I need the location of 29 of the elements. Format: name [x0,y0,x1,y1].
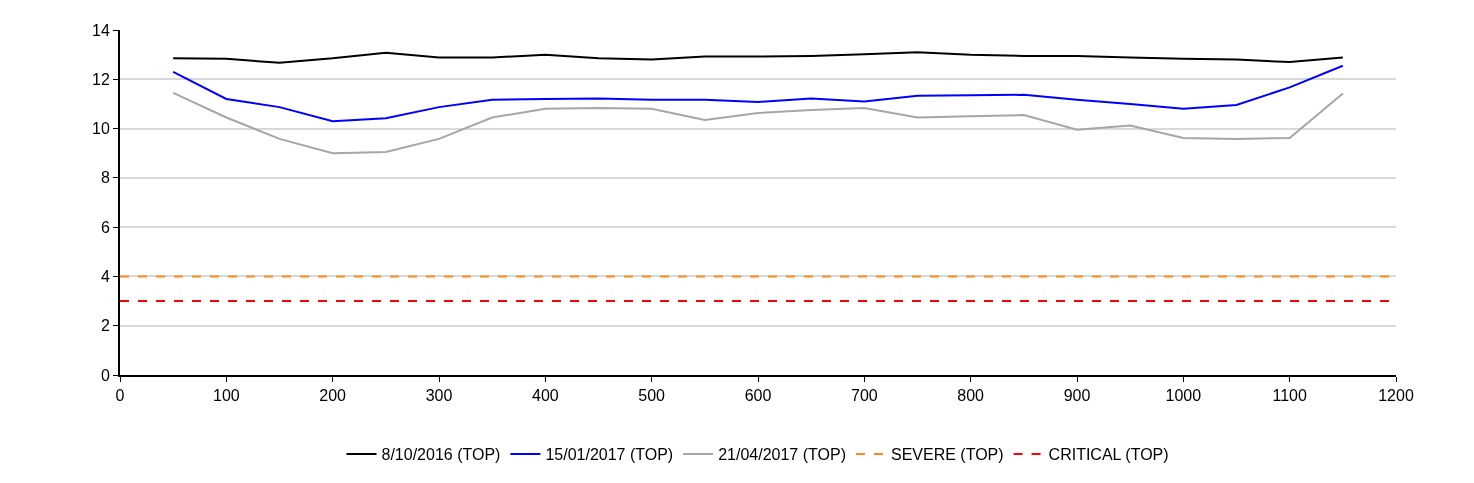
legend-label: 8/10/2016 (TOP) [381,446,501,464]
legend-label: 21/04/2017 (TOP) [718,446,846,464]
x-tick-label: 1100 [1272,387,1307,405]
x-tick-label: 900 [1063,387,1091,405]
y-tick-label: 2 [100,317,110,335]
x-tick-label: 700 [850,387,878,405]
y-tick-label: 12 [92,70,110,88]
x-tick-label: 1200 [1378,387,1414,405]
x-tick-label: 800 [957,387,985,405]
x-tick-label: 400 [531,387,559,405]
y-tick-label: 4 [100,268,110,286]
x-tick-label: 1000 [1165,387,1202,405]
legend-label: SEVERE (TOP) [890,446,1004,464]
x-tick-label: 100 [212,387,240,405]
x-tick-label: 0 [115,387,125,405]
line-series [172,51,1344,64]
legend-label: 15/01/2017 (TOP) [545,446,674,464]
y-tick-label: 6 [100,218,110,236]
line-series [172,64,1344,123]
y-tick-label: 14 [92,21,110,39]
legend-label: CRITICAL (TOP) [1048,446,1169,464]
x-tick-label: 300 [425,387,453,405]
x-tick-label: 500 [638,387,666,405]
line-series [172,91,1344,155]
y-tick-label: 8 [100,169,110,187]
x-tick-label: 600 [744,387,772,405]
x-tick-label: 200 [319,387,347,405]
y-tick-label: 10 [92,120,110,138]
y-tick-label: 0 [100,366,110,384]
